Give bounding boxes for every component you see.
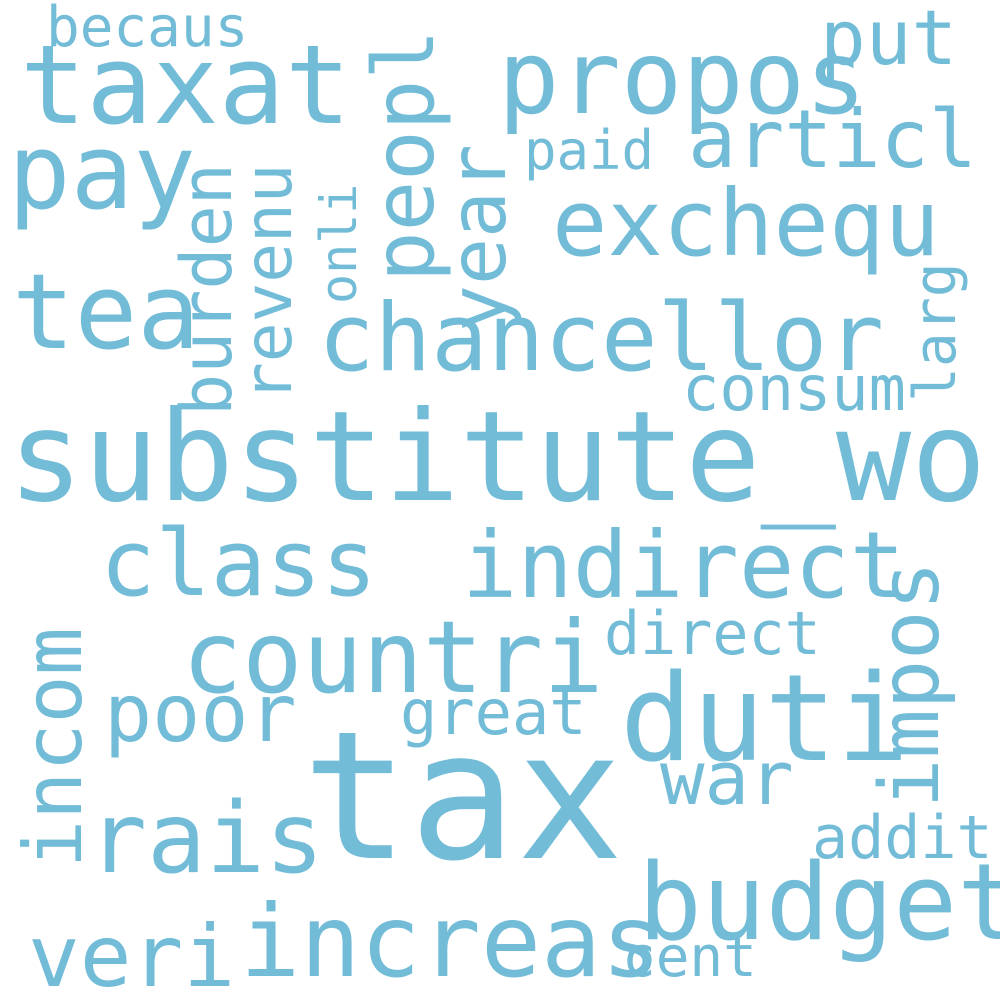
word-impos: impos [863, 561, 958, 808]
word-propos: propos [498, 19, 867, 138]
word-chancellor: chancellor [318, 284, 884, 393]
word-onli: onli [310, 183, 368, 304]
word-budget: budget [638, 841, 1000, 964]
word-substitute-word: substitute_word [8, 385, 1000, 530]
word-articl: articl [688, 93, 977, 186]
word-revenu: revenu [230, 163, 307, 402]
word-taxat: taxat [20, 21, 352, 149]
word-pay: pay [8, 111, 196, 233]
word-direct: direct [604, 599, 821, 669]
word-tea: tea [12, 251, 200, 373]
word-year: year [434, 144, 524, 332]
word-class: class [100, 510, 377, 617]
word-tax: tax [302, 693, 624, 900]
word-larg: larg [901, 262, 969, 402]
word-paid: paid [524, 119, 655, 182]
word-indirect: indirect [462, 512, 906, 619]
word-put: put [820, 0, 958, 82]
word-war: war [660, 736, 794, 822]
word-rais: rais [88, 782, 325, 896]
word-countri: countri [182, 599, 604, 716]
word-veri: veri [28, 907, 236, 1000]
word-consum: consum [682, 352, 906, 425]
word-increas: increas [240, 883, 662, 1000]
word-becaus: becaus [46, 0, 249, 60]
word-great: great [400, 676, 587, 749]
word-cent: cent [622, 925, 757, 990]
word-poor: poor [104, 667, 297, 760]
word-incom: incom [7, 627, 100, 868]
word-addit: addit [812, 803, 993, 873]
word-duti: duti [620, 650, 909, 789]
word-exchequ: exchequ [552, 170, 940, 277]
